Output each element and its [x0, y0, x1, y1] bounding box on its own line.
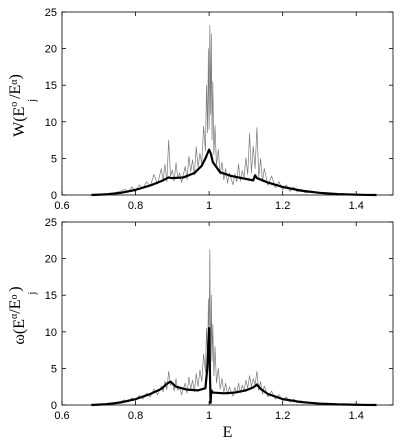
y-axis-label-part: o [9, 295, 20, 300]
y-tick-label: 0 [51, 400, 57, 412]
plot-frame [61, 11, 394, 196]
x-tick-label: 1.4 [349, 200, 364, 212]
y-tick-label: 15 [45, 80, 57, 92]
y-tick-label: 5 [51, 153, 57, 165]
y-tick-label: 0 [51, 190, 57, 202]
y-tick-label: 10 [45, 327, 57, 339]
y-axis-label-part: j [27, 99, 38, 103]
x-tick-label: 0.8 [128, 200, 143, 212]
y-axis-label: ω(Eα/Eo j) [7, 286, 38, 344]
series-line-noisy [91, 24, 377, 196]
y-tick-label: 20 [45, 254, 57, 266]
x-axis-label: E [223, 424, 233, 441]
y-axis-label-part: /E [7, 85, 24, 99]
x-tick-label: 0.6 [54, 410, 69, 422]
x-tick-label: 0.6 [54, 200, 69, 212]
series-line-noisy [91, 249, 377, 406]
y-tick-label: 10 [45, 117, 57, 129]
chart-panel-top: 0.6 0.8 1 1.2 1.4 0 5 10 15 20 25 W(Eo j/Eα) [7, 7, 394, 212]
plot-frame [61, 221, 394, 406]
y-tick-label: 5 [51, 363, 57, 375]
y-axis-label: W(Eo j/Eα) [7, 74, 38, 137]
series-line-smooth [91, 148, 377, 197]
y-axis-label-part: ω(E [11, 319, 28, 345]
x-tick-label: 1.4 [349, 410, 364, 422]
y-tick-label: 25 [45, 7, 57, 19]
x-tick-label: 1 [206, 410, 212, 422]
y-axis-label-part: ) [7, 286, 24, 291]
y-axis-label-part: o [9, 102, 20, 107]
chart-panel-bottom: 0.6 0.8 1 1.2 1.4 0 5 10 15 20 25 ω(Eα/Eo j) E [7, 217, 394, 441]
x-tick-label: 0.8 [128, 410, 143, 422]
y-axis-label-part: j [27, 292, 38, 296]
y-axis-label-part: α [9, 313, 20, 319]
y-axis-label-part: α [9, 79, 20, 85]
y-axis-label-part: /E [7, 300, 24, 314]
x-tick-label: 1.2 [275, 200, 290, 212]
y-axis-label-part: W(E [11, 107, 28, 137]
series-line-smooth [91, 327, 377, 407]
y-tick-label: 15 [45, 290, 57, 302]
x-tick-label: 1.2 [275, 410, 290, 422]
y-tick-label: 20 [45, 44, 57, 56]
x-tick-label: 1 [206, 200, 212, 212]
y-axis-label-part: ) [7, 74, 24, 79]
y-tick-label: 25 [45, 217, 57, 229]
